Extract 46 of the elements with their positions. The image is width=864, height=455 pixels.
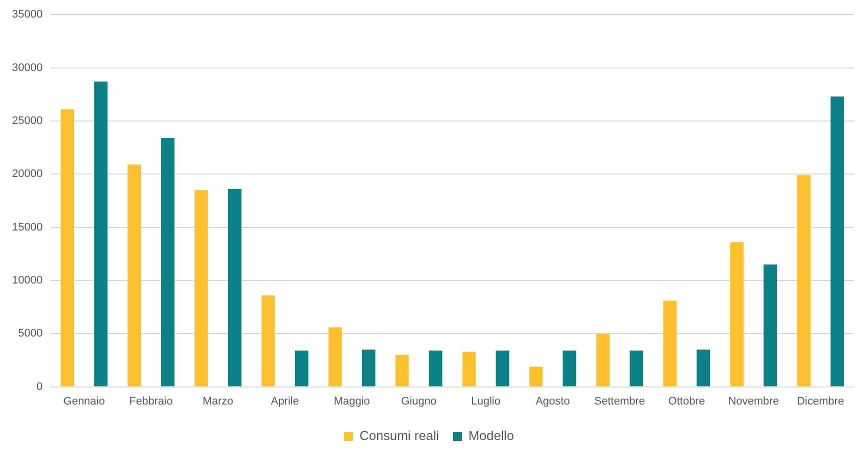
- bar: [94, 82, 108, 386]
- y-tick-label: 0: [36, 380, 43, 393]
- y-tick-label: 10000: [12, 274, 43, 286]
- bar: [428, 350, 442, 386]
- x-tick-label: Settembre: [594, 395, 646, 408]
- y-tick-label: 25000: [12, 114, 43, 127]
- bar: [696, 350, 710, 386]
- bar: [194, 190, 208, 386]
- x-tick-label: Aprile: [270, 395, 299, 408]
- bar: [362, 350, 376, 386]
- bar: [228, 189, 242, 386]
- bar: [797, 175, 810, 386]
- x-tick-label: Giugno: [401, 395, 437, 408]
- bar: [596, 334, 610, 386]
- bar: [730, 242, 744, 386]
- x-tick-label: Ottobre: [668, 395, 705, 408]
- bar: [529, 366, 543, 386]
- x-tick-label: Febbraio: [129, 395, 173, 408]
- bar: [764, 264, 778, 386]
- bar: [328, 327, 342, 386]
- x-tick-label: Marzo: [202, 395, 234, 408]
- bar: [161, 138, 174, 386]
- bar: [462, 352, 476, 386]
- x-tick-label: Maggio: [334, 395, 370, 408]
- bar: [60, 109, 74, 386]
- x-tick-label: Novembre: [728, 395, 779, 408]
- bar: [395, 354, 409, 386]
- x-tick-label: Agosto: [536, 395, 570, 408]
- y-tick-label: 30000: [12, 62, 43, 74]
- y-tick-label: 35000: [12, 8, 43, 21]
- legend-label: Modello: [468, 428, 514, 444]
- x-tick-label: Gennaio: [63, 395, 105, 408]
- y-tick-label: 20000: [12, 168, 43, 180]
- bar: [261, 295, 275, 386]
- y-tick-label: 5000: [18, 328, 43, 340]
- legend-label: Consumi reali: [360, 428, 440, 444]
- bar: [630, 350, 644, 386]
- bar: [128, 164, 141, 386]
- x-tick-label: Luglio: [471, 395, 500, 408]
- bar: [562, 350, 576, 386]
- bar: [294, 350, 308, 386]
- bar: [663, 300, 677, 386]
- bar: [496, 350, 510, 386]
- x-tick-label: Dicembre: [796, 395, 844, 408]
- y-tick-label: 15000: [12, 221, 43, 234]
- bar: [830, 96, 844, 386]
